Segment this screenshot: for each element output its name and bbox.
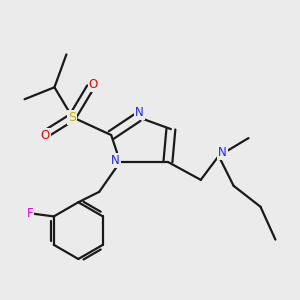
Text: O: O	[41, 129, 50, 142]
Text: F: F	[27, 207, 33, 220]
Text: O: O	[88, 78, 98, 91]
Text: N: N	[218, 146, 226, 160]
Text: S: S	[68, 111, 76, 124]
Text: N: N	[111, 154, 120, 167]
Text: N: N	[135, 106, 144, 119]
